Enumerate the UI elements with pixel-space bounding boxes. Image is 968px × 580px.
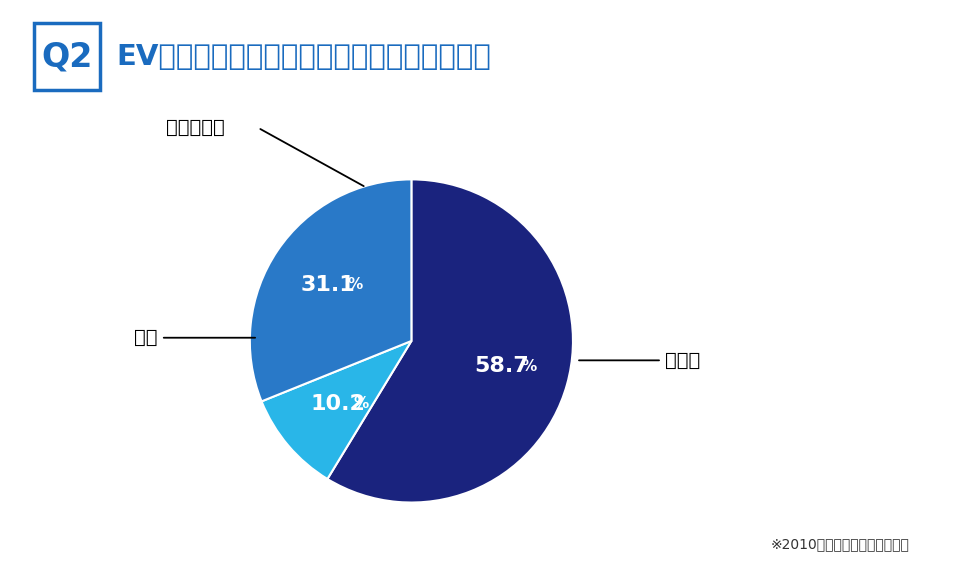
Text: ※2010年以前の車を旧車と定義: ※2010年以前の車を旧車と定義 bbox=[771, 537, 910, 551]
Text: 10.2: 10.2 bbox=[310, 394, 365, 414]
Text: Q2: Q2 bbox=[41, 40, 93, 73]
Text: いいえ: いいえ bbox=[665, 351, 700, 370]
Text: 31.1: 31.1 bbox=[301, 275, 356, 295]
Text: わからない: わからない bbox=[166, 118, 225, 137]
Text: %: % bbox=[348, 277, 363, 292]
Wedge shape bbox=[261, 341, 411, 479]
Text: はい: はい bbox=[135, 328, 158, 347]
Wedge shape bbox=[327, 179, 573, 502]
Text: %: % bbox=[353, 396, 369, 411]
Text: 58.7: 58.7 bbox=[474, 356, 529, 376]
Text: EV化した旧車に乗ってみたいと思いますか？: EV化した旧車に乗ってみたいと思いますか？ bbox=[116, 42, 491, 71]
Text: %: % bbox=[521, 359, 536, 374]
Wedge shape bbox=[250, 179, 411, 401]
